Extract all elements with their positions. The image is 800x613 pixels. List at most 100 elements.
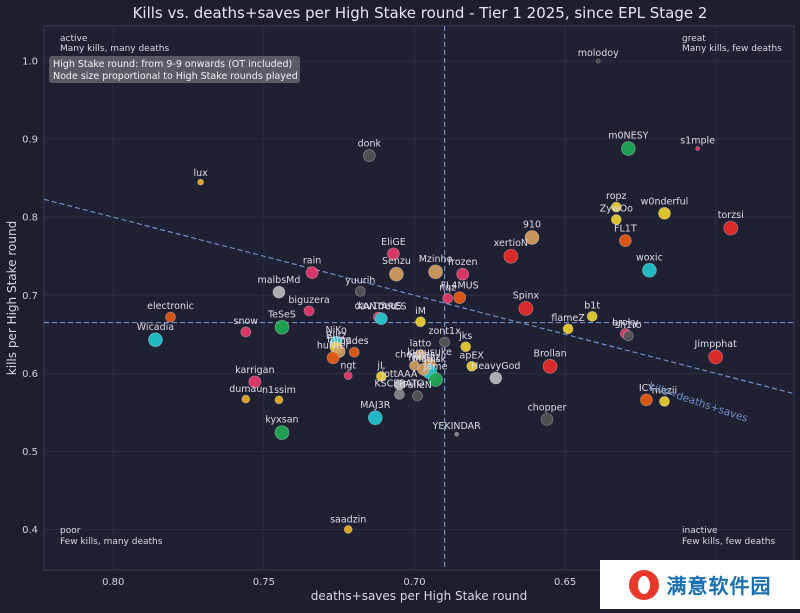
point-label: dumau xyxy=(229,384,262,395)
point-label: mezii xyxy=(652,385,677,396)
point-label: ICY xyxy=(639,383,654,394)
quadrant-bottom-right: inactive Few kills, few deaths xyxy=(682,526,775,547)
data-point-yuurih xyxy=(354,285,366,297)
y-tick-label: 1.0 xyxy=(22,57,38,68)
chart-title: Kills vs. deaths+saves per High Stake ro… xyxy=(133,4,708,22)
data-point-sh1ro xyxy=(622,330,634,342)
data-point-yekindar xyxy=(454,431,460,437)
data-point-mezii xyxy=(659,396,670,407)
data-point-fallen xyxy=(412,390,423,402)
point-label: broky xyxy=(612,318,639,329)
point-label: woxic xyxy=(636,252,663,263)
y-tick-label: 0.8 xyxy=(22,213,38,224)
point-label: jottAAA xyxy=(380,369,417,380)
point-label: hades xyxy=(340,336,369,347)
watermark-logo-icon xyxy=(628,569,659,600)
data-point-maj3r xyxy=(367,410,383,426)
data-point-910 xyxy=(524,230,540,245)
point-label: FL1T xyxy=(614,224,637,235)
data-point-fl4mus xyxy=(453,291,467,305)
point-label: rain xyxy=(303,256,321,267)
y-tick-label: 0.9 xyxy=(22,135,38,146)
point-labels: molodoy m0NESY s1mple donk lux ropz w0nderful Z… xyxy=(137,48,744,525)
data-point-jl xyxy=(375,371,387,382)
data-point-torzsi xyxy=(723,220,739,236)
point-label: Brollan xyxy=(533,348,566,359)
point-label: chopper xyxy=(395,350,434,361)
data-point-snow xyxy=(240,326,252,338)
point-label: snow xyxy=(234,316,259,327)
data-point-woxic xyxy=(642,262,657,278)
data-point-senzu xyxy=(389,266,404,282)
data-point-jimpphat xyxy=(708,349,724,365)
data-point-biguzera xyxy=(303,305,315,317)
point-label: fame xyxy=(327,334,351,345)
point-label: electronic xyxy=(147,301,194,312)
data-point-electronic xyxy=(165,311,176,323)
data-point-latto xyxy=(415,349,426,360)
data-point-n1ssim xyxy=(274,395,284,405)
quadrant-bottom-right-subtitle: Few kills, few deaths xyxy=(682,537,775,547)
point-label: Twistzz xyxy=(406,352,440,363)
x-tick-label: 0.65 xyxy=(554,577,576,588)
data-point-malbsmd xyxy=(272,285,286,299)
point-label: Mzinho xyxy=(419,254,453,265)
point-label: Blitz xyxy=(326,331,347,342)
x-axis-label: deaths+saves per High Stake round xyxy=(311,589,528,603)
data-point-wicadia xyxy=(148,332,163,348)
point-label: donk xyxy=(358,139,382,150)
data-point-dumau xyxy=(241,394,251,404)
plot-area xyxy=(43,25,795,571)
data-point-flamez xyxy=(562,323,574,335)
x-tick-label: 0.70 xyxy=(403,577,425,588)
quadrant-bottom-left: poor Few kills, many deaths xyxy=(60,526,163,547)
point-label: s1mple xyxy=(680,136,715,147)
data-point-im xyxy=(415,316,426,328)
data-point-frozen xyxy=(456,267,470,281)
point-label: NiKo xyxy=(326,325,348,336)
data-point-heavygod xyxy=(489,371,503,385)
data-point-spinx xyxy=(518,301,534,316)
info-box: High Stake round: from 9-9 onwards (OT i… xyxy=(49,56,300,83)
point-label: xertioN xyxy=(494,238,528,249)
data-point-ropz xyxy=(610,201,622,213)
point-label: EliGE xyxy=(381,237,406,248)
point-label: zont1x xyxy=(428,326,461,337)
data-point-kyxsan xyxy=(274,425,290,441)
point-label: b1t xyxy=(584,300,600,311)
data-point-rain xyxy=(305,266,319,280)
data-point-jame xyxy=(428,372,443,387)
point-label: molodoy xyxy=(578,48,619,59)
point-label: apEX xyxy=(460,350,485,361)
data-point-teses xyxy=(274,319,290,335)
data-point-apex xyxy=(466,360,478,372)
point-label: Magisk xyxy=(413,354,447,365)
data-point-icy xyxy=(640,393,653,407)
reference-line xyxy=(43,198,795,395)
point-label: dav1deuS xyxy=(355,301,402,312)
quadrant-top-left-subtitle: Many kills, many deaths xyxy=(60,44,169,54)
quadrant-top-left-title: active xyxy=(60,34,88,44)
point-label: Jame xyxy=(423,362,448,373)
point-label: latto xyxy=(410,339,432,350)
data-point-nqz xyxy=(442,292,454,304)
quadrant-top-left: active Many kills, many deaths xyxy=(60,34,169,54)
y-tick-label: 0.7 xyxy=(22,291,38,302)
point-label: 910 xyxy=(523,220,541,231)
data-point-saadzin xyxy=(343,525,353,534)
point-label: m0NESY xyxy=(608,131,648,142)
point-label: huNter xyxy=(317,341,350,352)
data-point-zywoo xyxy=(610,214,622,225)
data-point-fl1t xyxy=(618,234,632,248)
info-line-2: Node size proportional to High Stake rou… xyxy=(53,71,298,82)
watermark: 满意软件园 xyxy=(600,560,800,609)
point-label: KSCERATO xyxy=(374,378,424,389)
point-label: frozen xyxy=(448,257,478,268)
point-label: nqz xyxy=(439,282,456,293)
point-label: MAJ3R xyxy=(360,400,391,411)
point-label: jL xyxy=(376,360,386,371)
data-point-kscerato xyxy=(394,388,405,400)
point-label: flameZ xyxy=(551,313,585,324)
point-label: jks xyxy=(458,331,472,342)
